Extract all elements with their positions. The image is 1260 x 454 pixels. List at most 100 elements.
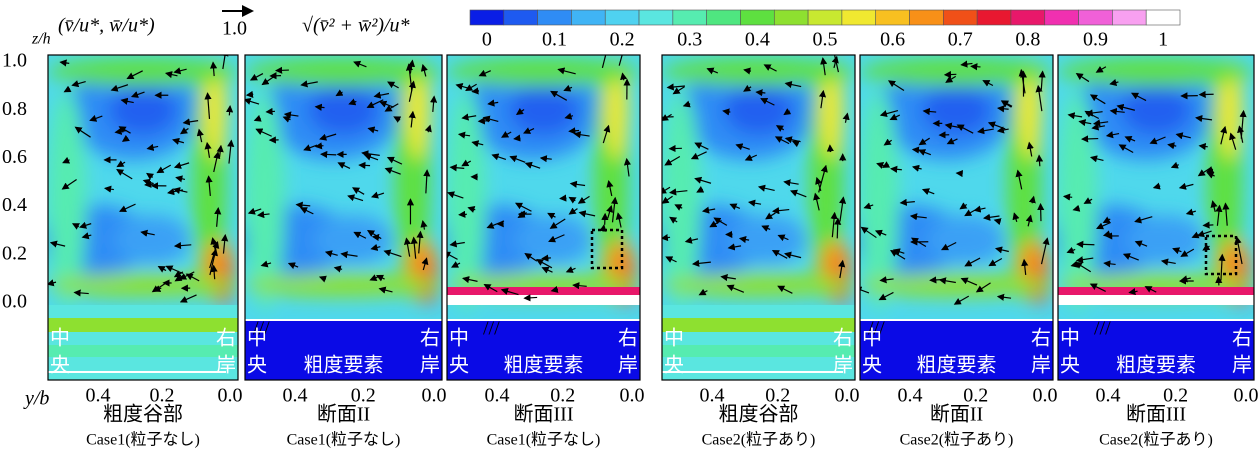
bed-layer bbox=[662, 305, 855, 380]
field-blob bbox=[1121, 85, 1192, 135]
bank-label: 右 bbox=[833, 326, 853, 350]
bank-label: 岸 bbox=[1232, 353, 1252, 377]
colorbar-cell bbox=[1112, 10, 1146, 25]
bank-label: 右 bbox=[1232, 326, 1252, 350]
field-blob bbox=[48, 58, 238, 86]
y-axis-label: y/b bbox=[23, 388, 49, 410]
panel-title: 断面II bbox=[930, 403, 983, 426]
field-blob bbox=[662, 273, 855, 297]
center-label: 央 bbox=[664, 353, 684, 377]
center-label: 中 bbox=[664, 326, 684, 350]
roughness-label: 粗度要素 bbox=[1116, 353, 1196, 377]
colorbar-tick-label: 0.6 bbox=[880, 29, 905, 51]
colorbar-tick-label: 0.3 bbox=[677, 29, 702, 51]
bed-layer bbox=[48, 305, 238, 380]
bed-red bbox=[1058, 287, 1254, 295]
panel-case: Case2(粒子あり) bbox=[900, 431, 1014, 449]
colorbar-cell bbox=[977, 10, 1011, 25]
colorbar-cell bbox=[1146, 10, 1180, 25]
z-tick-label: 0.0 bbox=[2, 291, 27, 313]
field-blob bbox=[1058, 58, 1254, 86]
velocity-vector bbox=[1077, 244, 1094, 245]
bed-layer bbox=[48, 345, 238, 357]
colorbar-tick-label: 0.7 bbox=[948, 29, 973, 51]
colorbar-cell bbox=[673, 10, 707, 25]
vector-scale: 1.0 bbox=[222, 18, 247, 40]
bank-label: 右 bbox=[420, 326, 440, 350]
roughness-label: 粗度要素 bbox=[917, 353, 997, 377]
roughness-mark: /// bbox=[1094, 318, 1111, 340]
field-blob bbox=[1127, 215, 1205, 265]
center-label: 央 bbox=[449, 353, 469, 377]
bed-white bbox=[447, 295, 640, 305]
bed-layer bbox=[48, 318, 238, 332]
field-blob bbox=[115, 215, 191, 265]
velocity-vector bbox=[247, 94, 253, 95]
roughness-label: 粗度要素 bbox=[304, 353, 384, 377]
field-blob bbox=[928, 215, 1005, 265]
y-tick-label: 0.0 bbox=[1234, 385, 1259, 407]
z-tick-label: 0.2 bbox=[2, 242, 27, 264]
colorbar-tick-label: 0.8 bbox=[1015, 29, 1040, 51]
velocity-vector bbox=[359, 165, 370, 166]
y-tick-label: 0.4 bbox=[485, 385, 510, 407]
colorbar-cell bbox=[707, 10, 741, 25]
velocity-vector bbox=[525, 297, 538, 298]
z-tick-label: 0.8 bbox=[2, 98, 27, 120]
center-label: 央 bbox=[247, 353, 267, 377]
colorbar-cell bbox=[740, 10, 774, 25]
panel-title: 粗度谷部 bbox=[719, 403, 799, 426]
colorbar-tick-label: 0.5 bbox=[813, 29, 838, 51]
y-tick-label: 0.0 bbox=[620, 385, 645, 407]
panel-case: Case1(粒子なし) bbox=[487, 431, 601, 449]
panel-case: Case2(粒子あり) bbox=[1099, 431, 1213, 449]
center-label: 中 bbox=[449, 326, 469, 350]
velocity-vector bbox=[479, 121, 490, 122]
colorbar-cell bbox=[605, 10, 639, 25]
bank-label: 岸 bbox=[833, 353, 853, 377]
bank-label: 右 bbox=[216, 326, 236, 350]
panel: ///粗度要素中央右岸0.40.20.0断面IIICase2(粒子あり) bbox=[1048, 55, 1258, 449]
y-tick-label: 0.4 bbox=[898, 385, 923, 407]
colorbar-tick-label: 1 bbox=[1158, 29, 1168, 51]
velocity-vector bbox=[472, 91, 478, 92]
velocity-vector bbox=[459, 214, 467, 215]
colorbar-cell bbox=[470, 10, 504, 25]
y-tick-label: 0.4 bbox=[283, 385, 308, 407]
bed-white bbox=[1058, 295, 1254, 305]
magnitude-label: √(v̄² + w̄²)/u* bbox=[302, 15, 410, 37]
velocity-vector bbox=[542, 258, 551, 259]
panel: ///粗度要素中央右岸0.40.20.0断面IICase1(粒子なし) bbox=[235, 55, 446, 449]
colorbar-cell bbox=[842, 10, 876, 25]
center-label: 中 bbox=[1060, 326, 1080, 350]
velocity-vector bbox=[145, 184, 153, 185]
z-tick-label: 0.6 bbox=[2, 146, 27, 168]
colorbar-cell bbox=[571, 10, 605, 25]
bank-label: 右 bbox=[1031, 326, 1051, 350]
panel-case: Case1(粒子なし) bbox=[86, 431, 200, 449]
y-tick-label: 0.0 bbox=[835, 385, 860, 407]
colorbar-cell bbox=[504, 10, 538, 25]
field-blob bbox=[860, 273, 1053, 297]
velocity-vector bbox=[1082, 139, 1098, 140]
y-tick-label: 0.4 bbox=[1096, 385, 1121, 407]
z-tick-label: 1.0 bbox=[2, 50, 27, 72]
velocity-vector bbox=[1039, 156, 1040, 167]
center-label: 中 bbox=[50, 326, 70, 350]
field-blob bbox=[314, 215, 393, 265]
center-label: 央 bbox=[862, 353, 882, 377]
colorbar-cell bbox=[808, 10, 842, 25]
bed-red bbox=[447, 287, 640, 295]
velocity-vector bbox=[569, 130, 579, 131]
colorbar-tick-label: 0.4 bbox=[745, 29, 770, 51]
vector-label: (v̄/u*, w̄/u*) bbox=[58, 15, 155, 37]
center-label: 中 bbox=[247, 326, 267, 350]
panel-title: 断面III bbox=[514, 403, 574, 426]
bank-label: 岸 bbox=[216, 353, 236, 377]
velocity-vector bbox=[1204, 225, 1214, 226]
field-blob bbox=[509, 85, 578, 135]
panel-title: 粗度谷部 bbox=[103, 403, 183, 426]
field-blob bbox=[245, 273, 442, 297]
panel: 中央右岸0.40.20.0粗度谷部Case2(粒子あり) bbox=[652, 48, 859, 449]
